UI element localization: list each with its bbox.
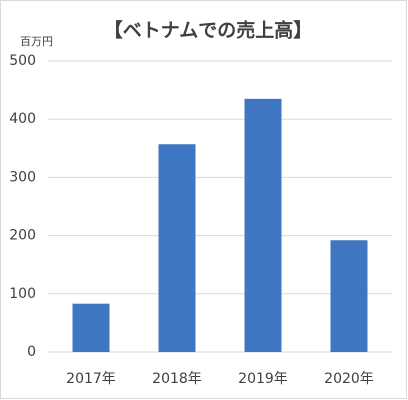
x-tick-label: 2020年 bbox=[324, 371, 374, 387]
bar bbox=[244, 98, 282, 352]
x-tick-label: 2017年 bbox=[66, 371, 116, 387]
y-tick-label: 0 bbox=[27, 344, 36, 360]
chart-title: 【ベトナムでの売上高】 bbox=[104, 19, 312, 42]
bar bbox=[330, 240, 368, 352]
y-tick-label: 400 bbox=[9, 111, 36, 127]
bar bbox=[72, 303, 110, 352]
y-tick-label: 200 bbox=[9, 228, 36, 244]
y-tick-label: 500 bbox=[9, 53, 36, 69]
x-tick-label: 2018年 bbox=[152, 371, 202, 387]
y-tick-label: 100 bbox=[9, 286, 36, 302]
y-unit: 百万円 bbox=[20, 35, 53, 48]
x-tick-label: 2019年 bbox=[238, 371, 288, 387]
y-tick-label: 300 bbox=[9, 169, 36, 185]
bar bbox=[158, 144, 196, 352]
